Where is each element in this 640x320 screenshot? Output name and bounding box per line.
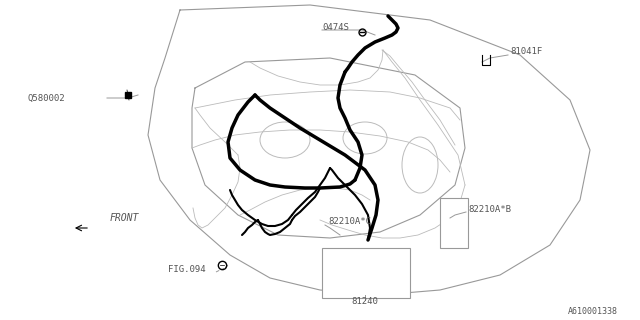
Bar (322, 248, 410, 298)
Text: Q580002: Q580002 (28, 93, 66, 102)
Bar (440, 198, 468, 248)
Text: FIG.094: FIG.094 (168, 266, 205, 275)
Text: 82210A*B: 82210A*B (468, 205, 511, 214)
Text: A610001338: A610001338 (568, 308, 618, 316)
Text: 81240: 81240 (351, 298, 378, 307)
Text: 82210A*C: 82210A*C (328, 218, 371, 227)
Text: 81041F: 81041F (510, 47, 542, 57)
Text: FRONT: FRONT (110, 213, 140, 223)
Text: 0474S: 0474S (322, 23, 349, 33)
